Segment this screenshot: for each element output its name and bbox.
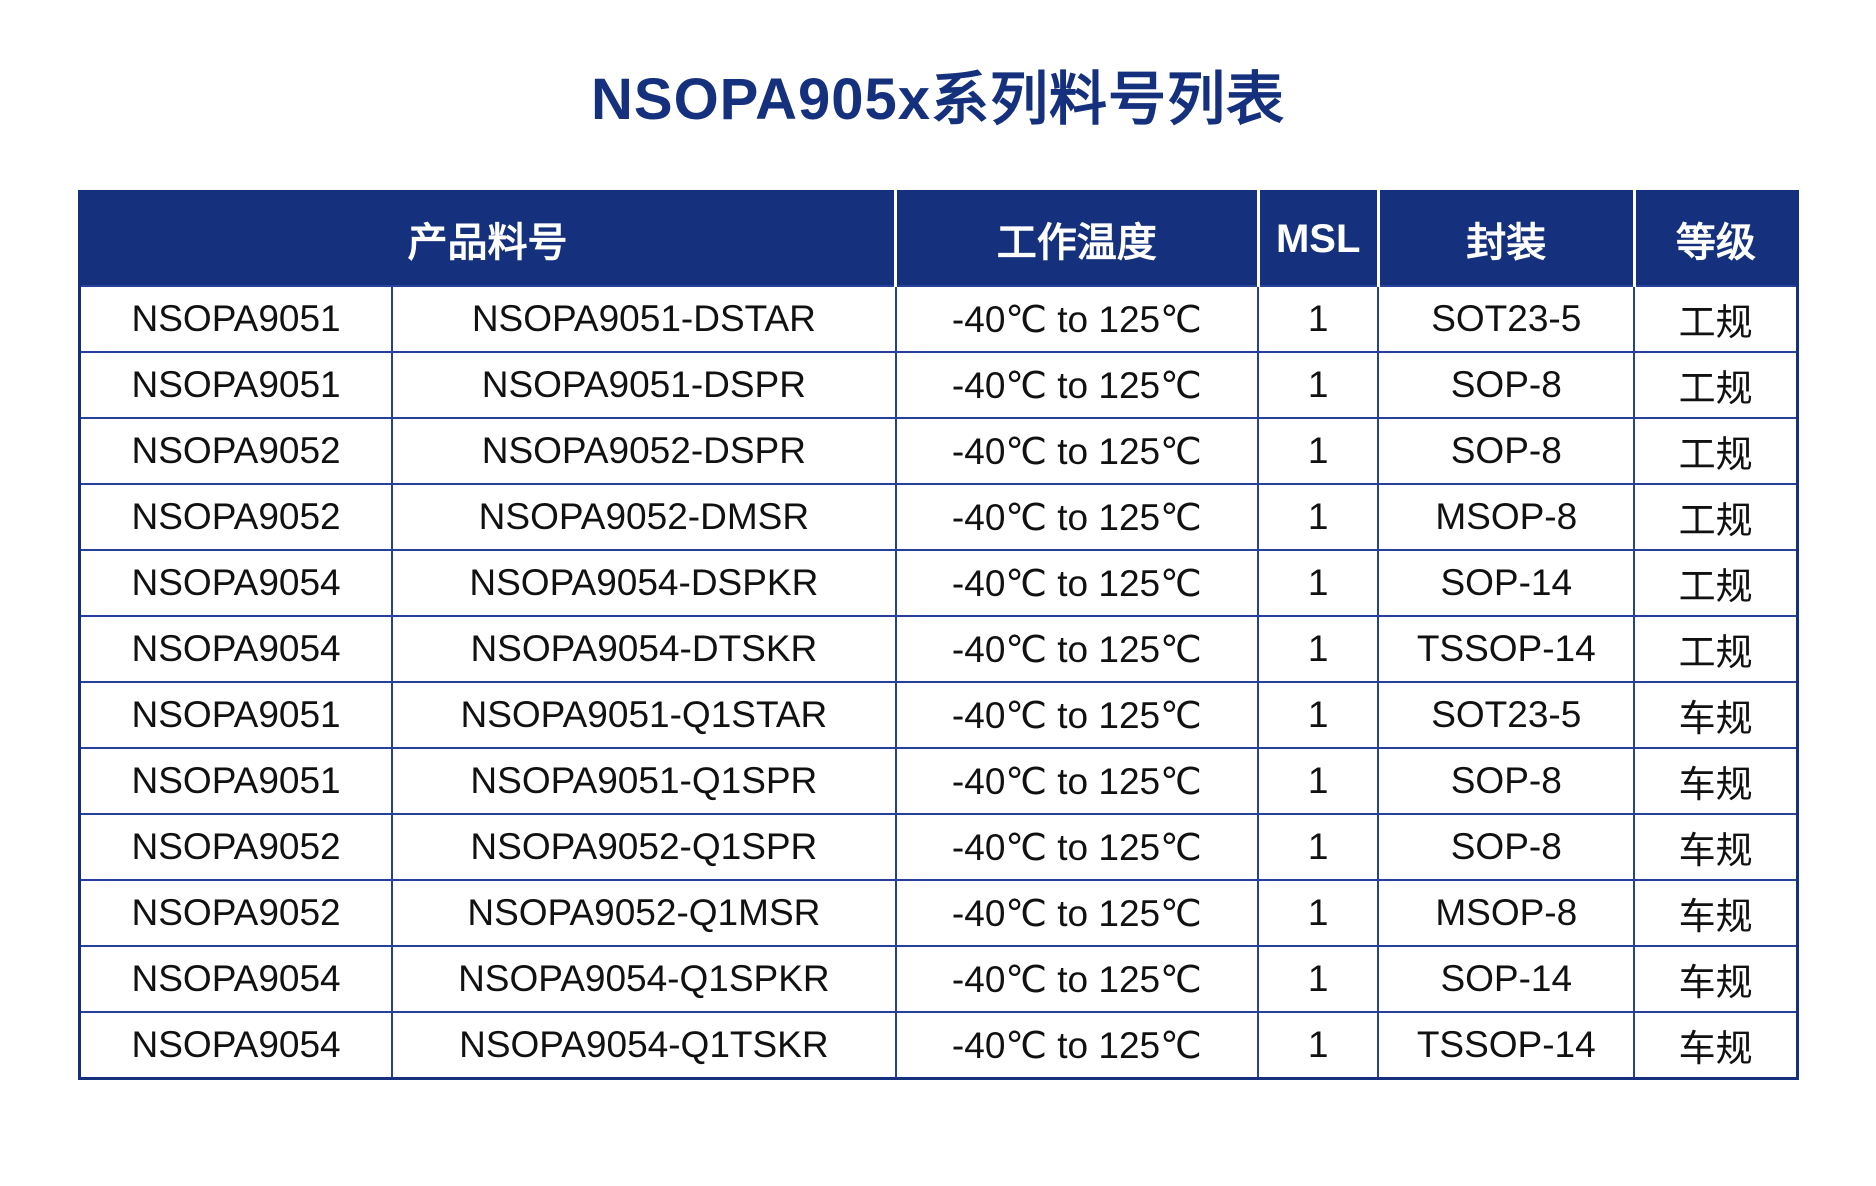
cell-package: SOT23-5	[1377, 681, 1636, 749]
cell-family: NSOPA9052	[78, 417, 394, 485]
table-row: NSOPA9052 NSOPA9052-DSPR -40℃ to 125℃ 1 …	[78, 417, 1799, 485]
cell-family: NSOPA9054	[78, 945, 394, 1013]
cell-msl: 1	[1257, 483, 1380, 551]
cell-part: NSOPA9051-DSPR	[391, 351, 897, 419]
cell-family: NSOPA9052	[78, 879, 394, 947]
cell-temp: -40℃ to 125℃	[894, 285, 1260, 353]
table-row: NSOPA9051 NSOPA9051-Q1SPR -40℃ to 125℃ 1…	[78, 747, 1799, 815]
cell-grade: 工规	[1633, 615, 1799, 683]
cell-package: SOP-14	[1377, 945, 1636, 1013]
cell-part: NSOPA9054-DSPKR	[391, 549, 897, 617]
part-number-table-container: 产品料号 工作温度 MSL 封装 等级 NSOPA9051 NSOPA9051-…	[78, 190, 1799, 1080]
cell-part: NSOPA9051-DSTAR	[391, 285, 897, 353]
table-row: NSOPA9054 NSOPA9054-Q1SPKR -40℃ to 125℃ …	[78, 945, 1799, 1013]
cell-family: NSOPA9054	[78, 1011, 394, 1080]
cell-package: SOP-8	[1377, 813, 1636, 881]
cell-temp: -40℃ to 125℃	[894, 483, 1260, 551]
cell-family: NSOPA9051	[78, 681, 394, 749]
cell-temp: -40℃ to 125℃	[894, 1011, 1260, 1080]
cell-msl: 1	[1257, 813, 1380, 881]
table-row: NSOPA9054 NSOPA9054-DSPKR -40℃ to 125℃ 1…	[78, 549, 1799, 617]
cell-msl: 1	[1257, 351, 1380, 419]
cell-grade: 车规	[1633, 1011, 1799, 1080]
cell-grade: 工规	[1633, 417, 1799, 485]
cell-grade: 车规	[1633, 879, 1799, 947]
cell-part: NSOPA9054-Q1SPKR	[391, 945, 897, 1013]
cell-msl: 1	[1257, 945, 1380, 1013]
cell-msl: 1	[1257, 879, 1380, 947]
table-row: NSOPA9052 NSOPA9052-DMSR -40℃ to 125℃ 1 …	[78, 483, 1799, 551]
cell-msl: 1	[1257, 681, 1380, 749]
cell-package: SOP-8	[1377, 351, 1636, 419]
cell-family: NSOPA9052	[78, 813, 394, 881]
header-grade: 等级	[1634, 191, 1798, 286]
cell-grade: 车规	[1633, 813, 1799, 881]
cell-grade: 车规	[1633, 681, 1799, 749]
cell-part: NSOPA9051-Q1SPR	[391, 747, 897, 815]
header-package: 封装	[1378, 191, 1636, 286]
cell-msl: 1	[1257, 1011, 1380, 1080]
header-msl: MSL	[1258, 191, 1380, 286]
cell-temp: -40℃ to 125℃	[894, 945, 1260, 1013]
cell-family: NSOPA9051	[78, 285, 394, 353]
cell-family: NSOPA9052	[78, 483, 394, 551]
table-row: NSOPA9052 NSOPA9052-Q1SPR -40℃ to 125℃ 1…	[78, 813, 1799, 881]
cell-msl: 1	[1257, 285, 1380, 353]
cell-package: TSSOP-14	[1377, 615, 1636, 683]
cell-part: NSOPA9052-Q1SPR	[391, 813, 897, 881]
cell-package: SOT23-5	[1377, 285, 1636, 353]
cell-temp: -40℃ to 125℃	[894, 549, 1260, 617]
cell-package: SOP-8	[1377, 747, 1636, 815]
table-header-row: 产品料号 工作温度 MSL 封装 等级	[79, 191, 1798, 286]
cell-package: MSOP-8	[1377, 879, 1636, 947]
cell-temp: -40℃ to 125℃	[894, 681, 1260, 749]
cell-part: NSOPA9054-Q1TSKR	[391, 1011, 897, 1080]
cell-part: NSOPA9052-DSPR	[391, 417, 897, 485]
cell-family: NSOPA9051	[78, 351, 394, 419]
header-operating-temperature: 工作温度	[895, 191, 1260, 286]
cell-part: NSOPA9052-Q1MSR	[391, 879, 897, 947]
cell-family: NSOPA9054	[78, 549, 394, 617]
cell-package: TSSOP-14	[1377, 1011, 1636, 1080]
table-row: NSOPA9054 NSOPA9054-Q1TSKR -40℃ to 125℃ …	[78, 1011, 1799, 1080]
table-row: NSOPA9051 NSOPA9051-DSPR -40℃ to 125℃ 1 …	[78, 351, 1799, 419]
cell-msl: 1	[1257, 615, 1380, 683]
cell-family: NSOPA9051	[78, 747, 394, 815]
table-row: NSOPA9054 NSOPA9054-DTSKR -40℃ to 125℃ 1…	[78, 615, 1799, 683]
cell-msl: 1	[1257, 747, 1380, 815]
cell-temp: -40℃ to 125℃	[894, 747, 1260, 815]
cell-part: NSOPA9051-Q1STAR	[391, 681, 897, 749]
cell-package: SOP-14	[1377, 549, 1636, 617]
cell-temp: -40℃ to 125℃	[894, 351, 1260, 419]
page-title: NSOPA905x系列料号列表	[591, 67, 1285, 132]
table-row: NSOPA9051 NSOPA9051-DSTAR -40℃ to 125℃ 1…	[78, 285, 1799, 353]
cell-temp: -40℃ to 125℃	[894, 813, 1260, 881]
cell-temp: -40℃ to 125℃	[894, 615, 1260, 683]
cell-grade: 工规	[1633, 549, 1799, 617]
cell-grade: 车规	[1633, 747, 1799, 815]
cell-part: NSOPA9052-DMSR	[391, 483, 897, 551]
cell-grade: 工规	[1633, 351, 1799, 419]
cell-grade: 车规	[1633, 945, 1799, 1013]
table-row: NSOPA9052 NSOPA9052-Q1MSR -40℃ to 125℃ 1…	[78, 879, 1799, 947]
cell-part: NSOPA9054-DTSKR	[391, 615, 897, 683]
cell-msl: 1	[1257, 549, 1380, 617]
cell-temp: -40℃ to 125℃	[894, 879, 1260, 947]
header-product-part: 产品料号	[79, 191, 898, 286]
cell-family: NSOPA9054	[78, 615, 394, 683]
cell-msl: 1	[1257, 417, 1380, 485]
cell-grade: 工规	[1633, 285, 1799, 353]
table-row: NSOPA9051 NSOPA9051-Q1STAR -40℃ to 125℃ …	[78, 681, 1799, 749]
cell-package: SOP-8	[1377, 417, 1636, 485]
cell-temp: -40℃ to 125℃	[894, 417, 1260, 485]
cell-grade: 工规	[1633, 483, 1799, 551]
cell-package: MSOP-8	[1377, 483, 1636, 551]
part-number-table: 产品料号 工作温度 MSL 封装 等级 NSOPA9051 NSOPA9051-…	[78, 190, 1799, 1080]
